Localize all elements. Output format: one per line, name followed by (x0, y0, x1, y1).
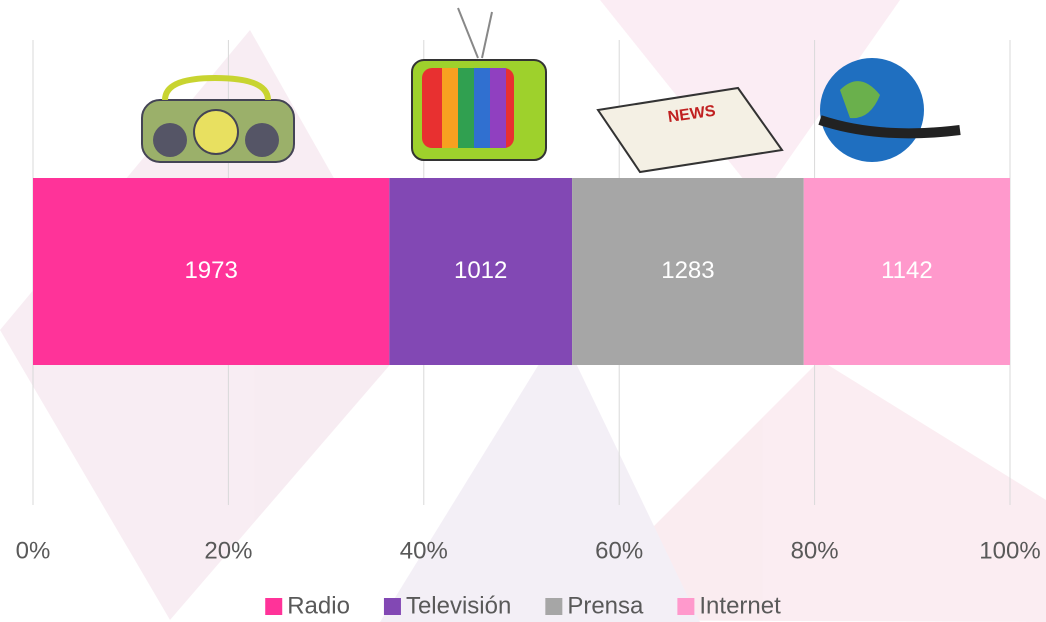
x-tick-label: 0% (16, 537, 51, 564)
legend-swatch (265, 598, 283, 615)
bar-segment (33, 178, 390, 365)
bar-segment (803, 178, 1010, 365)
radio-icon (141, 74, 295, 163)
legend-swatch (383, 598, 401, 615)
x-tick-label: 60% (595, 537, 643, 564)
bar-segment (389, 178, 573, 365)
legend-label: Radio (287, 592, 350, 619)
legend-swatch (677, 598, 695, 615)
legend: Radio Televisión Prensa Internet (265, 592, 781, 619)
newspaper-icon: NEWS (596, 86, 784, 174)
legend-label: Televisión (406, 592, 511, 619)
x-tick-label: 100% (979, 537, 1040, 564)
legend-label: Prensa (567, 592, 644, 619)
x-tick-label: 20% (204, 537, 252, 564)
data-label: 1142 (881, 257, 933, 284)
svg-text:NEWS: NEWS (667, 103, 717, 127)
x-tick-label: 80% (791, 537, 839, 564)
legend-swatch (545, 598, 563, 615)
data-label: 1012 (454, 257, 507, 284)
tv-icon (411, 7, 547, 161)
globe-icon (818, 58, 961, 162)
legend-label: Internet (699, 592, 781, 619)
bar-segment (572, 178, 804, 365)
x-axis: 0% 20% 40% 60% 80% 100% (16, 537, 1041, 564)
data-label: 1283 (661, 257, 714, 284)
x-tick-label: 40% (400, 537, 448, 564)
icons: NEWS (141, 7, 961, 174)
data-label: 1973 (184, 257, 237, 284)
bars: 1973 1012 1283 1142 (33, 178, 1010, 365)
